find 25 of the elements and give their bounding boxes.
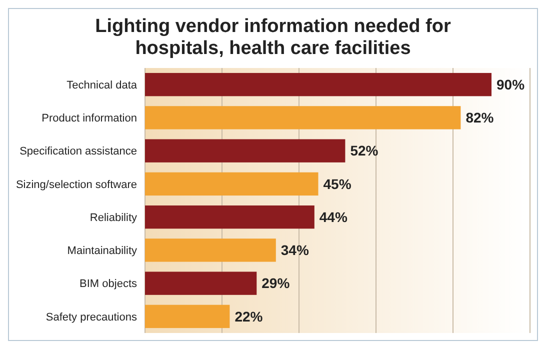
y-tick-label: Safety precautions	[46, 311, 138, 324]
y-tick-label: Reliability	[90, 212, 138, 224]
bar	[145, 72, 492, 96]
y-tick-label: BIM objects	[80, 278, 138, 290]
data-label: 29%	[262, 275, 290, 292]
bar	[145, 304, 230, 328]
y-tick-label: Sizing/selection software	[16, 178, 137, 191]
data-label: 45%	[323, 176, 352, 192]
bar	[145, 172, 318, 196]
bar	[145, 106, 461, 130]
data-label: 34%	[280, 242, 310, 258]
bar	[145, 272, 257, 295]
data-label: 82%	[466, 110, 494, 126]
y-tick-label: Specification assistance	[20, 146, 137, 158]
bar	[145, 205, 314, 229]
data-label: 44%	[319, 208, 348, 225]
data-label: 90%	[496, 76, 526, 92]
bar	[145, 238, 276, 262]
data-label: 52%	[350, 142, 379, 159]
chart-title: Lighting vendor information needed for hospitals, health care facilities	[95, 16, 452, 59]
data-label: 22%	[234, 308, 264, 324]
y-tick-label: Product information	[42, 112, 137, 125]
y-tick-label: Maintainability	[67, 245, 138, 258]
y-tick-label: Technical data	[66, 79, 138, 92]
bar	[145, 139, 346, 162]
